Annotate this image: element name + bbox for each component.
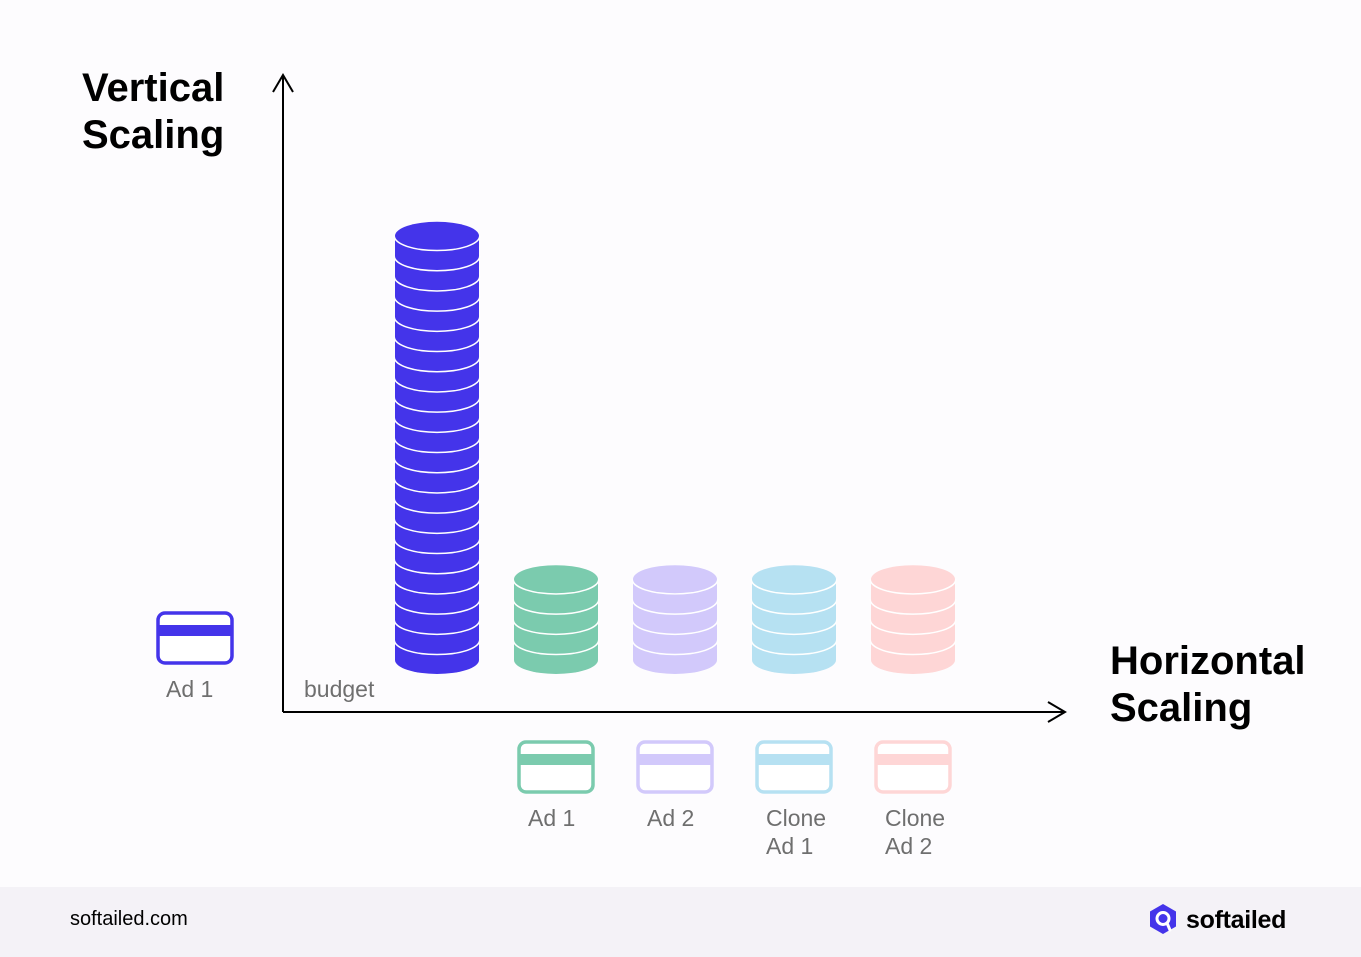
credit-card-icon [156, 611, 234, 665]
y-axis-arrowhead [272, 73, 294, 93]
horizontal-ad-cards: Ad 1 Ad 2 Clone Ad 1 Clone Ad 2 [517, 740, 952, 859]
coin-top [514, 565, 598, 594]
coin-top [633, 565, 717, 594]
left-ad-card [156, 611, 234, 665]
x-axis-arrowhead [1047, 701, 1067, 723]
coin-top [752, 565, 836, 594]
brand-logo[interactable]: softailed [1148, 902, 1286, 938]
coin-stack-4 [869, 565, 957, 674]
ad-label-3: Clone Ad 1 [766, 805, 826, 859]
vertical-scaling-title: Vertical Scaling [82, 66, 235, 157]
brand-name: softailed [1186, 905, 1287, 934]
credit-card-icon [636, 740, 714, 794]
ad-label-4: Clone Ad 2 [885, 805, 945, 859]
horizontal-coin-stacks [512, 565, 957, 674]
horizontal-scaling-title: Horizontal Scaling [1110, 639, 1317, 730]
footer-bar [0, 887, 1361, 957]
budget-axis-label: budget [304, 676, 375, 702]
softailed-logo-icon [1150, 904, 1176, 934]
coin-stack-2 [631, 565, 719, 674]
left-ad-label: Ad 1 [166, 676, 213, 702]
credit-card-icon [755, 740, 833, 794]
coin-top [395, 221, 479, 250]
footer-url[interactable]: softailed.com [70, 908, 188, 930]
credit-card-icon [874, 740, 952, 794]
vertical-coin-stack [393, 221, 481, 674]
ad-label-1: Ad 1 [528, 805, 575, 831]
coin-top [871, 565, 955, 594]
coin-stack-1 [512, 565, 600, 674]
scaling-diagram: Vertical Scaling Horizontal Scaling budg… [82, 66, 1317, 859]
axes [272, 73, 1067, 723]
ad-label-2: Ad 2 [647, 805, 694, 831]
vertical-stack-coins [393, 221, 481, 674]
credit-card-icon [517, 740, 595, 794]
coin-stack-3 [750, 565, 838, 674]
